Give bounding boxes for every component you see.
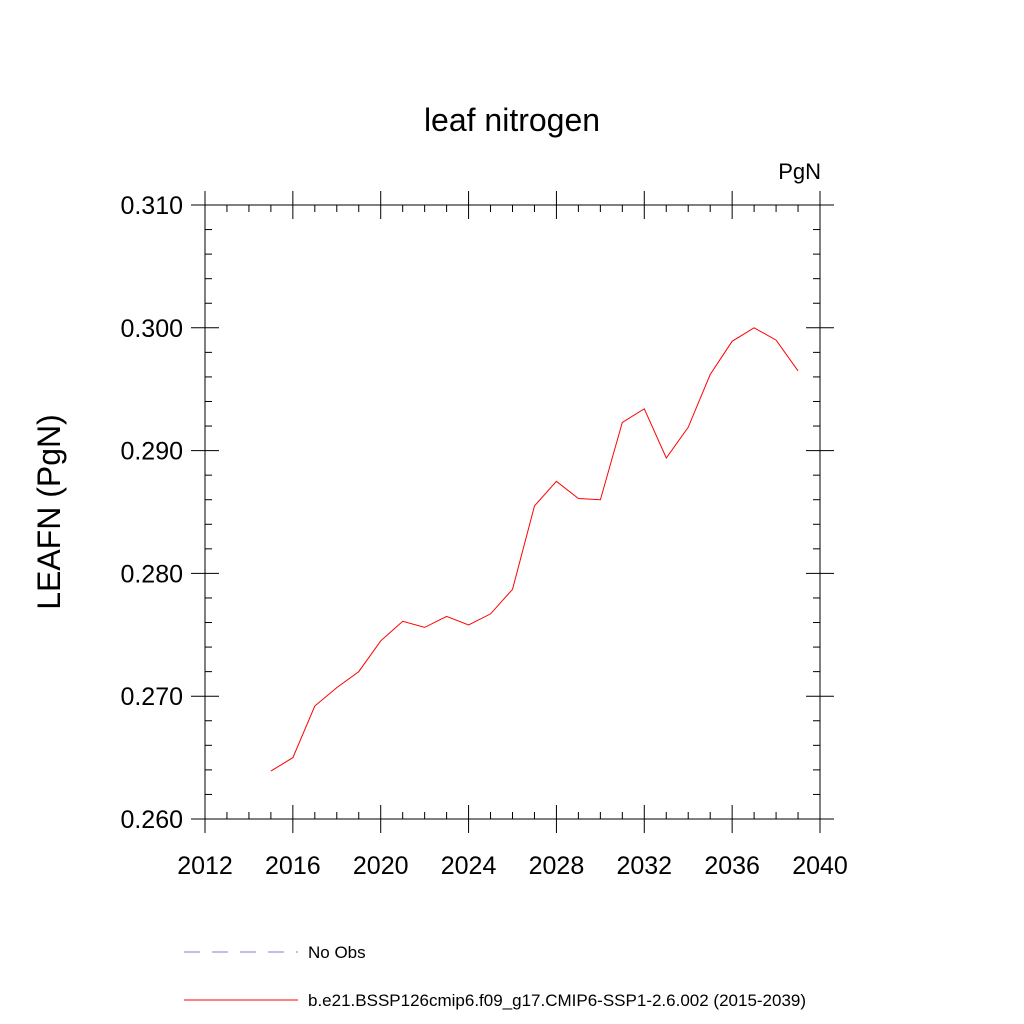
y-tick-label: 0.300 <box>120 315 183 343</box>
y-tick-label: 0.260 <box>120 806 183 834</box>
y-tick-label: 0.270 <box>120 683 183 711</box>
legend: No Obs b.e21.BSSP126cmip6.f09_g17.CMIP6-S… <box>184 943 806 1010</box>
y-tick-label: 0.280 <box>120 560 183 588</box>
series-layer <box>270 327 799 772</box>
x-tick-label: 2020 <box>353 852 409 880</box>
series-line <box>270 327 799 772</box>
axis-ticks <box>191 191 834 833</box>
x-tick-label: 2032 <box>616 852 672 880</box>
x-tick-label: 2036 <box>704 852 760 880</box>
x-tick-label: 2040 <box>792 852 848 880</box>
legend-label: b.e21.BSSP126cmip6.f09_g17.CMIP6-SSP1-2.… <box>308 991 806 1010</box>
y-axis-label: LEAFN (PgN) <box>31 414 67 610</box>
chart-title: leaf nitrogen <box>424 102 600 138</box>
x-tick-label: 2024 <box>441 852 497 880</box>
x-tick-label: 2016 <box>265 852 321 880</box>
legend-label: No Obs <box>308 943 366 962</box>
y-tick-label: 0.310 <box>120 192 183 220</box>
y-tick-label: 0.290 <box>120 438 183 466</box>
plot-frame <box>204 204 821 820</box>
x-tick-label: 2028 <box>529 852 585 880</box>
units-label: PgN <box>778 159 821 184</box>
axis-tick-labels: 2012 2016 2020 2024 2028 2032 2036 2040 0.260 0.2… <box>120 192 847 880</box>
x-tick-label: 2012 <box>177 852 233 880</box>
